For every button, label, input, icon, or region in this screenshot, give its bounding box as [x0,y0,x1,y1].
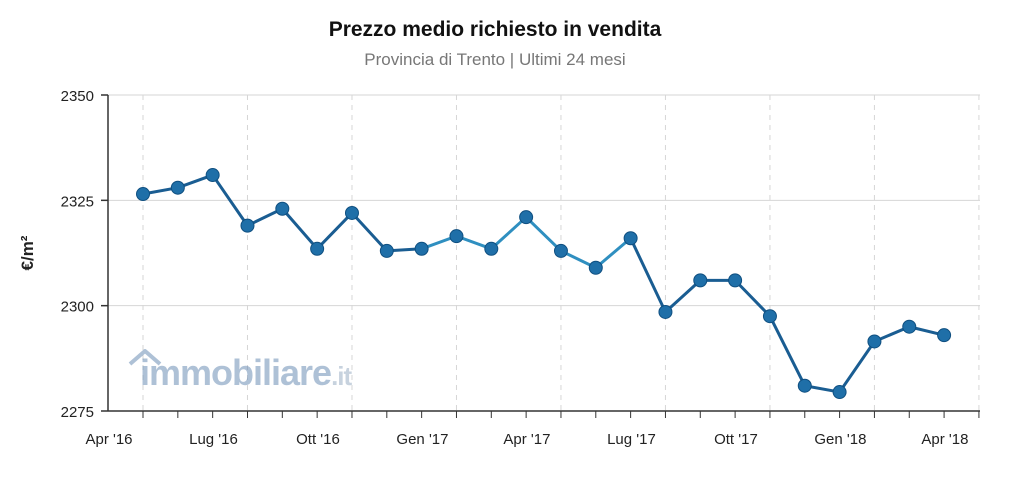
x-tick-label: Apr '16 [85,431,132,448]
series-segment [315,211,354,251]
data-point [658,304,673,319]
series-segment [629,236,667,314]
data-point [275,201,290,216]
data-point [344,205,359,220]
series-segment [838,339,876,394]
data-point [797,378,812,393]
y-tick-label: 2325 [61,193,94,210]
y-tick-label: 2350 [61,88,94,105]
series-segment [280,207,319,251]
series-segment [733,278,772,318]
series-segment [211,173,249,228]
data-point [449,229,464,244]
x-tick-label: Lug '16 [189,431,238,448]
data-point [762,309,777,324]
data-point [379,243,394,258]
x-tick-label: Ott '17 [714,431,758,448]
data-point [205,168,220,183]
y-tick-label: 2300 [61,299,94,316]
x-tick-label: Apr '17 [503,431,550,448]
x-tick-label: Lug '17 [607,431,656,448]
series-segment [594,236,633,270]
data-point [588,260,603,275]
data-point [136,187,150,202]
x-tick-label: Ott '16 [296,431,340,448]
data-point [170,180,185,195]
chart-title: Prezzo medio richiesto in vendita [328,18,662,41]
x-tick-label: Gen '18 [814,431,866,448]
data-point [902,319,917,334]
y-axis-label: €/m² [18,235,37,270]
data-point [867,334,882,349]
x-tick-label: Gen '17 [396,431,448,448]
data-point [484,241,499,256]
chart-subtitle: Provincia di Trento | Ultimi 24 mesi [364,50,626,69]
data-point [937,328,952,343]
data-point [832,385,847,400]
data-point [414,241,429,256]
series-segment [489,215,528,251]
y-tick-label: 2275 [61,404,94,421]
data-point [519,210,534,225]
series-segment [350,211,389,253]
data-point [693,273,708,288]
data-point [553,243,568,258]
data-point [623,231,638,246]
data-point [240,218,255,233]
series-segment [524,215,563,253]
series-segment [768,314,807,388]
data-point [310,241,325,256]
x-tick-label: Apr '18 [921,431,968,448]
series-segment [663,278,702,314]
data-point [728,273,743,288]
